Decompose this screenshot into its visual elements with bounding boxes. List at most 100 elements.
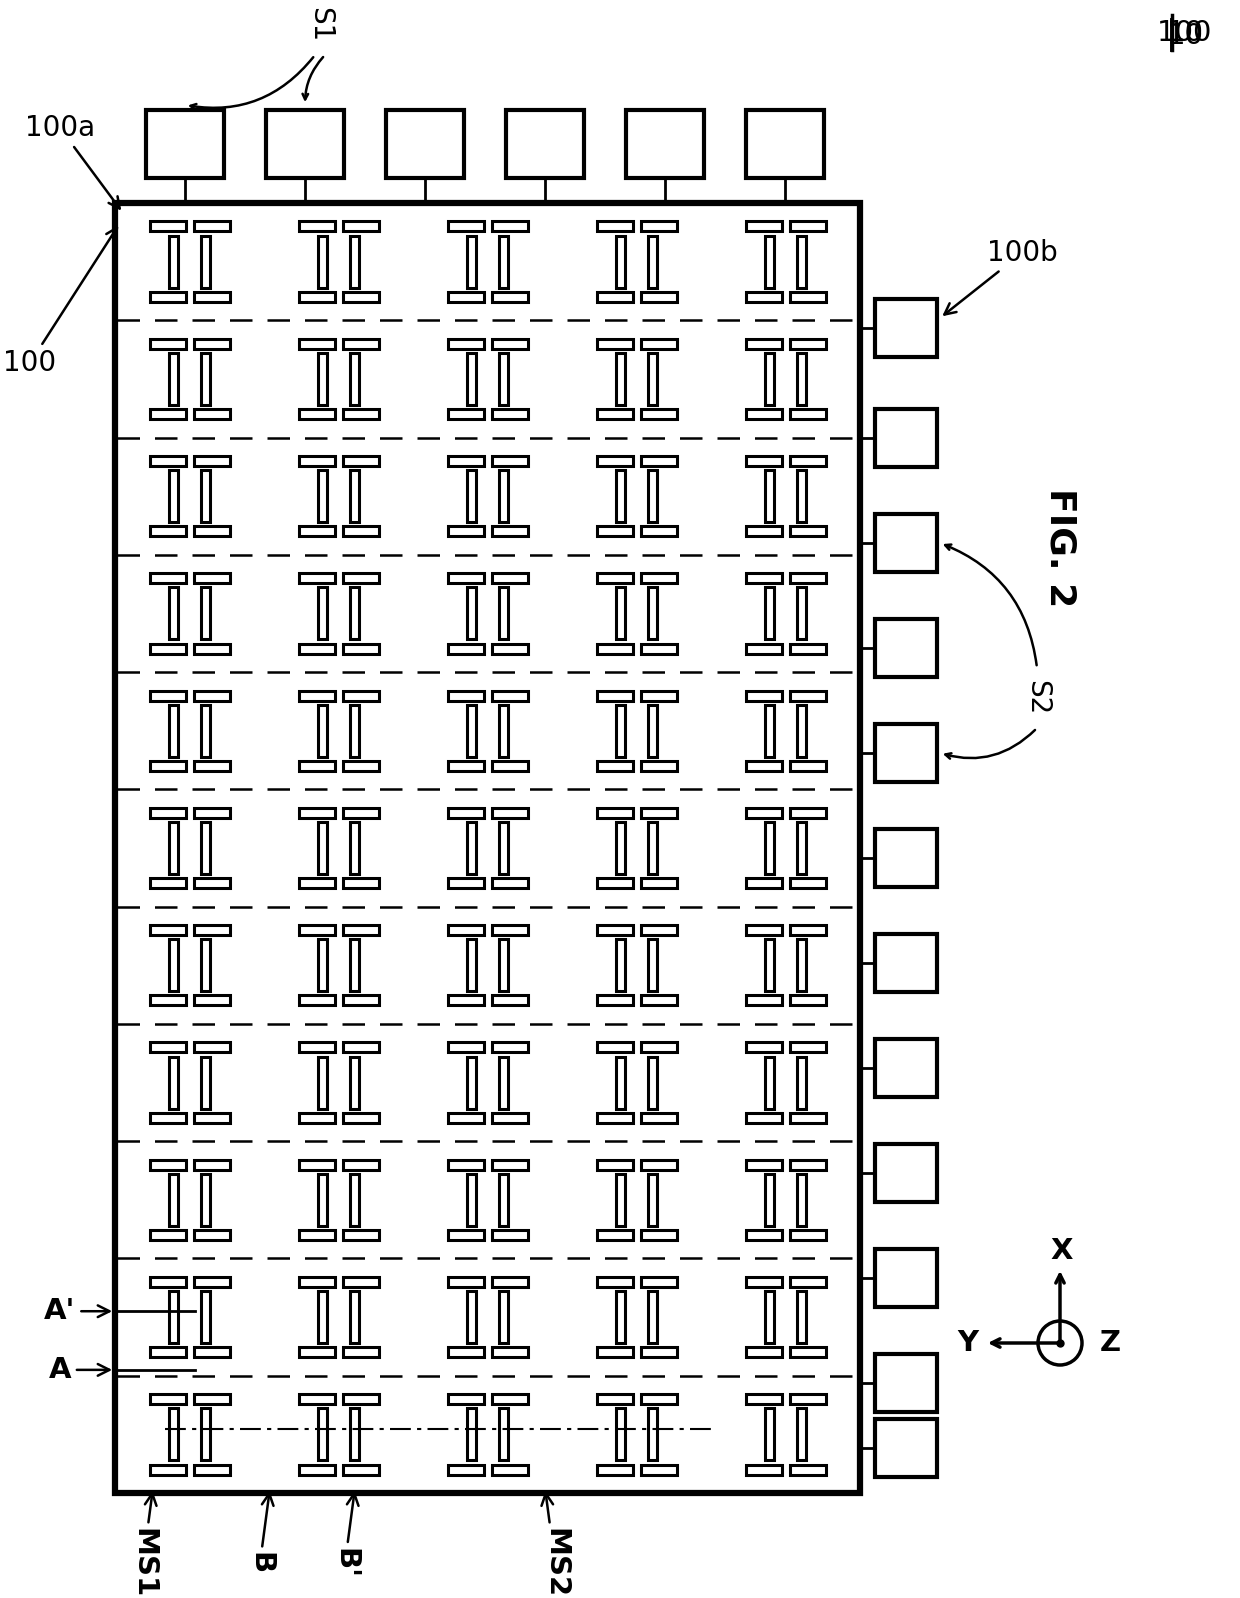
Bar [150,574,186,583]
Bar [169,1291,179,1342]
Bar [745,644,781,654]
Bar [491,1042,527,1053]
Bar [150,690,186,700]
Bar [491,455,527,467]
Bar [342,1042,378,1053]
Bar [616,705,625,757]
Bar [193,1277,229,1286]
Bar [596,1160,632,1170]
Bar [875,1354,937,1413]
Bar [649,235,657,288]
Bar [790,409,826,419]
Bar [649,1056,657,1109]
Text: MS1: MS1 [129,1494,157,1598]
Bar [875,1144,937,1202]
Bar [201,235,210,288]
Bar [193,574,229,583]
Bar [342,690,378,700]
Bar [299,1160,335,1170]
Bar [350,353,360,404]
Bar [342,879,378,888]
Bar [350,940,360,991]
Bar [448,1042,484,1053]
Bar [193,1112,229,1123]
Bar [745,879,781,888]
Bar [342,1347,378,1357]
Bar [299,809,335,818]
Bar [616,1056,625,1109]
Bar [765,353,774,404]
Bar [596,339,632,348]
Bar [342,644,378,654]
Bar [641,996,677,1005]
Bar [745,1277,781,1286]
Bar [797,1175,806,1226]
Text: FIG. 2: FIG. 2 [1043,489,1078,607]
Bar [317,705,327,757]
Bar [745,1347,781,1357]
Bar [169,1408,179,1461]
Bar [299,455,335,467]
Bar [596,1112,632,1123]
Bar [641,1112,677,1123]
Bar [498,705,508,757]
Bar [448,809,484,818]
Bar [201,588,210,639]
Bar [201,940,210,991]
Bar [875,829,937,887]
Bar [201,1291,210,1342]
Bar [150,1464,186,1475]
Bar [201,1056,210,1109]
Bar [790,1230,826,1240]
Bar [299,1464,335,1475]
Bar [745,409,781,419]
Text: S2: S2 [1023,681,1052,716]
Bar [193,879,229,888]
Bar [790,1347,826,1357]
Bar [150,1160,186,1170]
Bar [765,1408,774,1461]
Bar [641,1393,677,1405]
Bar [491,996,527,1005]
Bar [641,925,677,935]
Bar [491,292,527,302]
Bar [467,1291,476,1342]
Bar [169,821,179,874]
Bar [448,1393,484,1405]
Bar [150,526,186,537]
Bar [193,1464,229,1475]
Bar [299,761,335,770]
Bar [491,222,527,232]
Bar [193,1347,229,1357]
Bar [491,879,527,888]
Bar [765,470,774,523]
Bar [193,996,229,1005]
Bar [169,1056,179,1109]
Bar [150,996,186,1005]
Bar [201,1175,210,1226]
Bar [342,1277,378,1286]
Text: S1: S1 [306,8,334,43]
Bar [299,879,335,888]
Bar [649,1408,657,1461]
Bar [491,574,527,583]
Bar [342,761,378,770]
Bar [350,588,360,639]
Bar [641,690,677,700]
Bar [641,574,677,583]
Bar [765,1175,774,1226]
Bar [386,110,464,177]
Bar [790,1042,826,1053]
Bar [596,690,632,700]
Bar [150,809,186,818]
Bar [790,925,826,935]
Bar [299,526,335,537]
Bar [745,339,781,348]
Bar [641,455,677,467]
Bar [169,940,179,991]
Bar [596,925,632,935]
Bar [641,879,677,888]
Bar [342,292,378,302]
Bar [299,644,335,654]
Bar [491,1160,527,1170]
